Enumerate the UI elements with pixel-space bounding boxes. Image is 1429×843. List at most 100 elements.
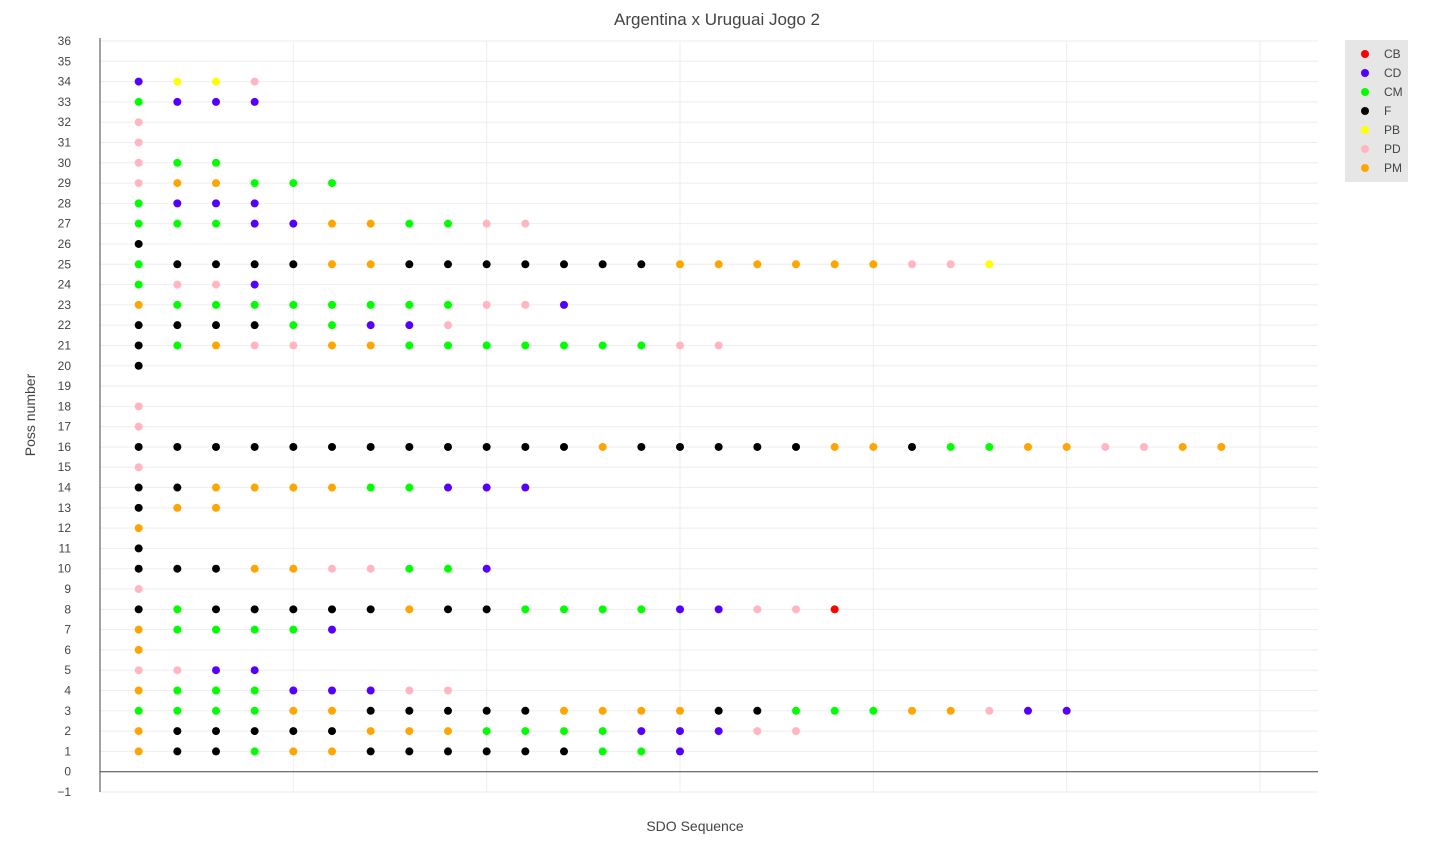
data-point-f[interactable]: [328, 727, 336, 736]
data-point-f[interactable]: [212, 747, 220, 756]
data-point-pd[interactable]: [134, 666, 143, 675]
data-point-pm[interactable]: [134, 300, 143, 309]
data-point-pm[interactable]: [289, 483, 298, 492]
data-point-f[interactable]: [637, 260, 646, 269]
data-point-pm[interactable]: [173, 503, 182, 512]
data-point-f[interactable]: [366, 706, 375, 715]
data-point-cd[interactable]: [714, 727, 723, 736]
data-point-cd[interactable]: [250, 219, 259, 228]
data-point-f[interactable]: [328, 442, 336, 451]
data-point-f[interactable]: [482, 442, 491, 451]
legend-marker-cm[interactable]: [1361, 88, 1369, 96]
data-point-pm[interactable]: [366, 341, 375, 350]
data-point-f[interactable]: [212, 605, 220, 614]
data-point-pm[interactable]: [830, 260, 839, 269]
data-point-f[interactable]: [405, 747, 414, 756]
data-point-cm[interactable]: [598, 605, 607, 614]
data-point-cm[interactable]: [598, 341, 607, 350]
data-point-cm[interactable]: [173, 341, 182, 350]
data-point-f[interactable]: [250, 442, 259, 451]
data-point-pm[interactable]: [212, 483, 220, 492]
data-point-cd[interactable]: [366, 686, 375, 695]
data-point-f[interactable]: [714, 442, 723, 451]
legend-label-cm[interactable]: CM: [1384, 85, 1403, 99]
data-point-pd[interactable]: [444, 321, 452, 330]
data-point-cm[interactable]: [946, 442, 955, 451]
legend-marker-pb[interactable]: [1361, 126, 1369, 134]
data-point-pd[interactable]: [134, 402, 143, 411]
data-point-pd[interactable]: [289, 341, 298, 350]
data-point-pd[interactable]: [792, 605, 800, 614]
data-point-f[interactable]: [366, 747, 375, 756]
data-point-cm[interactable]: [134, 97, 143, 106]
data-point-cd[interactable]: [173, 97, 182, 106]
legend-marker-pd[interactable]: [1361, 145, 1369, 153]
data-point-cm[interactable]: [405, 341, 414, 350]
data-point-cm[interactable]: [212, 625, 220, 634]
data-point-pm[interactable]: [134, 686, 143, 695]
data-point-cd[interactable]: [328, 686, 336, 695]
data-point-cm[interactable]: [366, 300, 375, 309]
legend-label-cd[interactable]: CD: [1384, 66, 1402, 80]
data-point-cd[interactable]: [676, 727, 684, 736]
data-point-cm[interactable]: [444, 341, 452, 350]
data-point-pm[interactable]: [289, 564, 298, 573]
legend-label-pm[interactable]: PM: [1384, 161, 1402, 175]
data-point-cm[interactable]: [560, 727, 568, 736]
data-point-cm[interactable]: [405, 300, 414, 309]
data-point-cm[interactable]: [212, 706, 220, 715]
data-point-cd[interactable]: [173, 199, 182, 208]
data-point-pm[interactable]: [250, 483, 259, 492]
data-point-f[interactable]: [134, 361, 143, 370]
data-point-pd[interactable]: [250, 77, 259, 86]
data-point-pd[interactable]: [134, 179, 143, 188]
data-point-pm[interactable]: [637, 706, 646, 715]
data-point-pm[interactable]: [598, 706, 607, 715]
data-point-f[interactable]: [405, 260, 414, 269]
data-point-f[interactable]: [560, 260, 568, 269]
data-point-cd[interactable]: [405, 321, 414, 330]
data-point-pd[interactable]: [444, 686, 452, 695]
data-point-f[interactable]: [134, 483, 143, 492]
data-point-f[interactable]: [173, 260, 182, 269]
data-point-pm[interactable]: [134, 524, 143, 533]
data-point-pm[interactable]: [328, 219, 336, 228]
data-point-f[interactable]: [560, 442, 568, 451]
data-point-f[interactable]: [444, 747, 452, 756]
data-point-cd[interactable]: [250, 666, 259, 675]
data-point-cd[interactable]: [521, 483, 530, 492]
data-point-pm[interactable]: [173, 179, 182, 188]
data-points[interactable]: [134, 77, 1226, 756]
data-point-cm[interactable]: [250, 300, 259, 309]
data-point-cm[interactable]: [598, 747, 607, 756]
data-point-cm[interactable]: [405, 564, 414, 573]
data-point-f[interactable]: [328, 605, 336, 614]
data-point-pd[interactable]: [1101, 442, 1110, 451]
legend-marker-cd[interactable]: [1361, 69, 1369, 77]
data-point-pm[interactable]: [328, 260, 336, 269]
data-point-cm[interactable]: [985, 442, 994, 451]
data-point-pm[interactable]: [328, 706, 336, 715]
data-point-cm[interactable]: [250, 706, 259, 715]
data-point-cm[interactable]: [521, 605, 530, 614]
data-point-cm[interactable]: [637, 605, 646, 614]
data-point-cm[interactable]: [482, 341, 491, 350]
data-point-f[interactable]: [134, 503, 143, 512]
data-point-cm[interactable]: [792, 706, 800, 715]
legend-marker-pm[interactable]: [1361, 164, 1369, 172]
data-point-cd[interactable]: [250, 280, 259, 289]
data-point-f[interactable]: [134, 442, 143, 451]
data-point-cd[interactable]: [676, 605, 684, 614]
data-point-pd[interactable]: [946, 260, 955, 269]
data-point-cd[interactable]: [1024, 706, 1032, 715]
data-point-pd[interactable]: [1140, 442, 1148, 451]
data-point-cd[interactable]: [212, 666, 220, 675]
data-point-pm[interactable]: [714, 260, 723, 269]
data-point-pd[interactable]: [482, 219, 491, 228]
data-point-cm[interactable]: [212, 158, 220, 167]
data-point-pm[interactable]: [560, 706, 568, 715]
data-point-pd[interactable]: [134, 158, 143, 167]
data-point-f[interactable]: [908, 442, 916, 451]
data-point-pd[interactable]: [753, 727, 762, 736]
data-point-cm[interactable]: [134, 706, 143, 715]
